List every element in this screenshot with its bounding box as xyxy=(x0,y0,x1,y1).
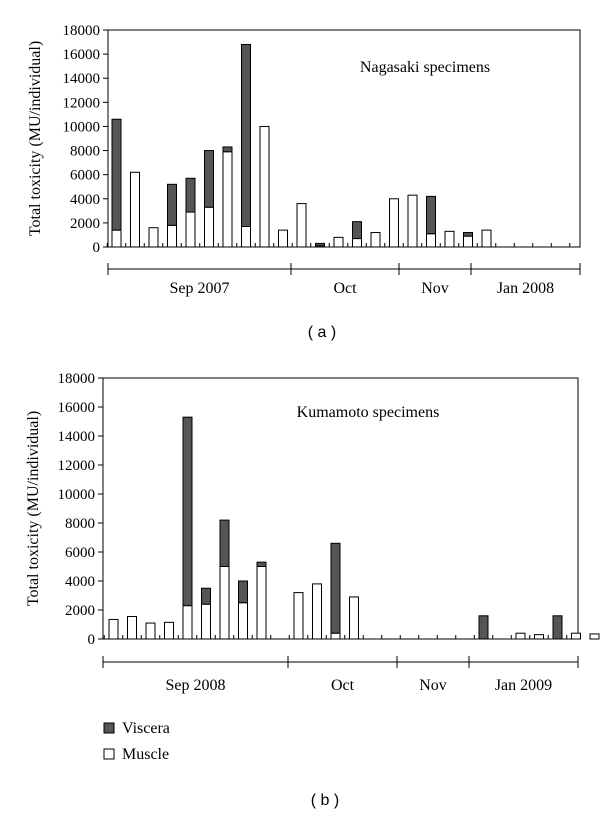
panel-a-bar-muscle xyxy=(463,235,473,248)
panel-a-y-axis-title: Total toxicity (MU/individual) xyxy=(27,41,44,236)
panel-a-y-tick-label: 14000 xyxy=(63,71,101,87)
panel-b-bar-muscle xyxy=(238,602,248,640)
panel-b-y-tick-label: 4000 xyxy=(65,574,95,590)
panel-b-title: Kumamoto specimens xyxy=(297,404,440,421)
panel-a-bar-viscera xyxy=(111,118,122,231)
panel-a-y-tick-label: 6000 xyxy=(70,168,100,184)
panel-a-bar-viscera xyxy=(241,43,251,228)
panel-a-bar-muscle xyxy=(222,151,233,248)
panel-b-month-label: Jan 2009 xyxy=(495,677,552,694)
panel-a-y-tick-label: 4000 xyxy=(70,192,100,208)
panel-a-month-label: Oct xyxy=(333,280,357,297)
panel-a-bar-muscle xyxy=(426,233,436,248)
panel-a-bar-viscera xyxy=(222,146,233,153)
panel-b-bar-muscle xyxy=(589,633,600,640)
panel-a-y-tick-label: 12000 xyxy=(63,95,101,111)
panel-b-bar-muscle xyxy=(571,632,581,640)
panel-b-y-axis-title: Total toxicity (MU/individual) xyxy=(25,411,42,606)
panel-b-y-tick-label: 10000 xyxy=(58,487,96,503)
panel-a-y-tick-label: 16000 xyxy=(63,47,101,63)
panel-b-y-tick-label: 16000 xyxy=(58,400,96,416)
panel-a-bar-muscle xyxy=(111,229,122,248)
panel-a-plot-frame xyxy=(107,29,581,248)
panel-a-bar-muscle xyxy=(259,125,270,248)
panel-a-month-label: Nov xyxy=(421,280,449,297)
panel-a-y-tick-label: 8000 xyxy=(70,144,100,160)
panel-b-bar-viscera xyxy=(219,519,230,567)
panel-b-month-label: Nov xyxy=(419,677,447,694)
panel-a-bar-muscle xyxy=(241,226,251,248)
panel-a-y-tick-label: 10000 xyxy=(63,119,101,135)
panel-b-y-tick-label: 8000 xyxy=(65,516,95,532)
panel-a-bar-muscle xyxy=(204,206,214,248)
panel-b-bar-muscle xyxy=(256,566,267,640)
panel-b-bar-muscle xyxy=(293,592,304,640)
panel-a-bar-viscera xyxy=(463,232,473,237)
panel-b-month-label: Oct xyxy=(331,677,355,694)
panel-a-bar-muscle xyxy=(444,230,455,248)
panel-b-bar-viscera xyxy=(552,615,563,640)
panel-b-y-tick-label: 12000 xyxy=(58,458,96,474)
panel-b-bar-muscle xyxy=(515,632,526,640)
panel-b-y-tick-label: 14000 xyxy=(58,429,96,445)
panel-b-y-tick-label: 0 xyxy=(88,632,96,648)
panel-a-bar-muscle xyxy=(352,238,362,248)
panel-a-bar-muscle xyxy=(278,229,288,248)
panel-a-bar-muscle xyxy=(407,194,418,248)
panel-a-month-label: Jan 2008 xyxy=(497,280,554,297)
panel-b-bar-viscera xyxy=(238,580,248,604)
panel-b-caption: ( b ) xyxy=(311,792,339,809)
panel-a-y-tick-label: 2000 xyxy=(70,216,100,232)
panel-b-bar-muscle xyxy=(145,622,156,640)
panel-b-bar-muscle xyxy=(312,583,322,640)
panel-b-bar-muscle xyxy=(164,621,174,640)
panel-b-y-tick-label: 18000 xyxy=(58,371,96,387)
legend-label-muscle: Muscle xyxy=(122,746,169,763)
legend: Viscera Muscle xyxy=(103,720,170,763)
panel-b-bar-muscle xyxy=(108,618,119,640)
panel-b-bar-viscera xyxy=(256,561,267,568)
panel-b-month-label: Sep 2008 xyxy=(166,677,226,694)
panel-b-bar-viscera xyxy=(182,416,193,607)
panel-b-chart: 0 2000 4000 6000 8000 10000 12000 14000 16000 180… xyxy=(25,371,600,694)
panel-a-month-label: Sep 2007 xyxy=(170,280,230,297)
panel-b-bar-muscle xyxy=(127,616,137,640)
panel-a-title: Nagasaki specimens xyxy=(360,59,490,76)
panel-b-bar-viscera xyxy=(330,542,341,634)
panel-a-bar-viscera xyxy=(204,150,214,208)
panel-a-bar-muscle xyxy=(167,224,177,248)
panel-b-y-tick-label: 2000 xyxy=(65,603,95,619)
panel-a-bar-muscle xyxy=(481,229,492,248)
legend-label-viscera: Viscera xyxy=(122,720,170,737)
panel-a-bar-viscera xyxy=(426,195,436,235)
panel-a-bar-muscle xyxy=(333,236,344,248)
panel-b-bar-muscle xyxy=(349,596,359,640)
legend-swatch-viscera xyxy=(103,722,115,734)
panel-a-chart: 0 2000 4000 6000 8000 10000 12000 14000 16000 180… xyxy=(27,23,581,297)
panel-b-bar-viscera xyxy=(478,615,489,640)
panel-a-bar-viscera xyxy=(352,221,362,240)
panel-b-bar-viscera xyxy=(201,587,211,605)
panel-b-bar-muscle xyxy=(201,603,211,640)
panel-a-y-tick-label: 0 xyxy=(93,240,101,256)
panel-a-bar-muscle xyxy=(185,211,196,248)
panel-a-bar-muscle xyxy=(389,198,399,248)
panel-a-bar-viscera xyxy=(315,242,325,247)
legend-swatch-muscle xyxy=(103,748,115,760)
panel-a-y-tick-label: 18000 xyxy=(63,23,101,39)
panel-b-bar-muscle xyxy=(534,634,544,640)
panel-a-bar-muscle xyxy=(296,203,307,248)
panel-a-caption: ( a ) xyxy=(308,324,336,341)
panel-b-bar-muscle xyxy=(182,605,193,640)
panel-a-bar-viscera xyxy=(167,183,177,226)
panel-b-y-tick-label: 6000 xyxy=(65,545,95,561)
panel-a-bar-muscle xyxy=(370,232,381,248)
panel-b-bar-muscle xyxy=(219,566,230,640)
panel-a-bar-muscle xyxy=(148,227,159,248)
panel-a-bar-muscle xyxy=(130,171,140,248)
panel-a-bar-viscera xyxy=(185,177,196,213)
panel-b-bar-muscle xyxy=(330,632,341,640)
